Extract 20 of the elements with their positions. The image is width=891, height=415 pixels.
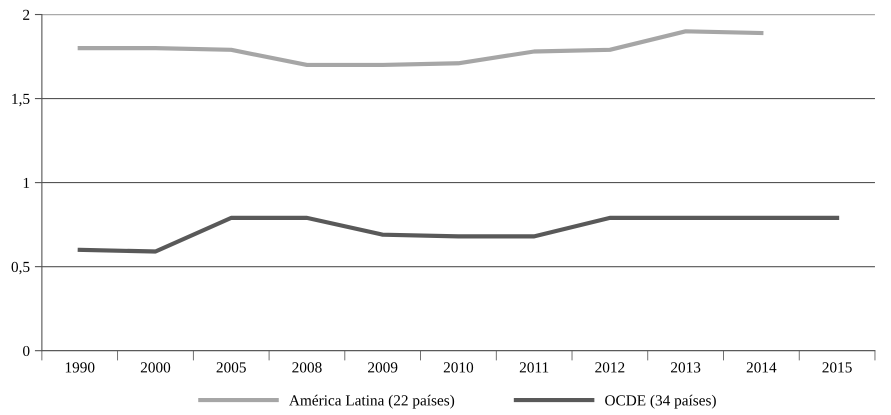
x-tick-label: 2011: [520, 362, 548, 373]
line-series: [78, 29, 764, 68]
y-tick-label: 1: [24, 178, 30, 188]
x-tick-label: 2009: [368, 362, 398, 373]
y-tick-label: 1,5: [12, 94, 30, 106]
x-tick-label: 2015: [822, 362, 852, 373]
x-tick-label: 2012: [595, 362, 624, 373]
line-series: [78, 216, 840, 254]
x-tick-label: 2000: [140, 362, 170, 373]
legend-label: OCDE (34 países): [605, 394, 716, 409]
legend-label: América Latina (22 países): [289, 394, 454, 409]
y-tick-label: 0: [23, 346, 30, 356]
x-tick-label: 2014: [746, 362, 776, 373]
x-tick-label: 2010: [444, 362, 474, 373]
x-tick-label: 2013: [671, 362, 700, 373]
y-tick-label: 0,5: [12, 262, 30, 274]
x-tick-label: 2005: [216, 362, 246, 373]
x-tick-label: 1990: [66, 362, 94, 373]
y-tick-label: 2: [23, 10, 30, 20]
x-tick-label: 2008: [292, 362, 322, 373]
